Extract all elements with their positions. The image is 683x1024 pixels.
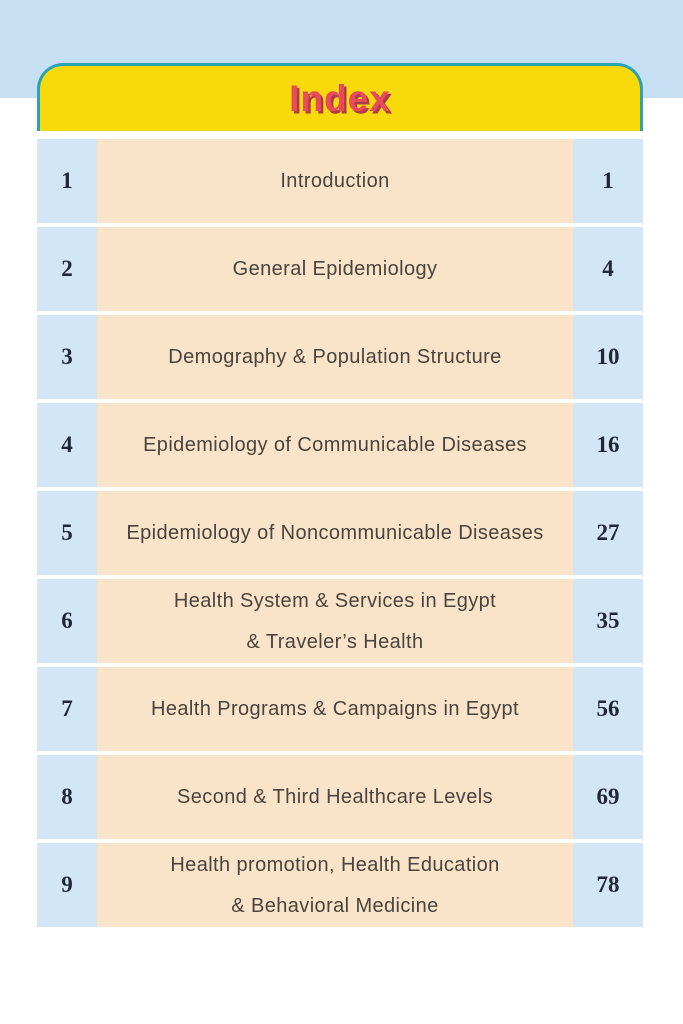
chapter-title-cell: Second & Third Healthcare Levels: [97, 755, 573, 839]
toc-row: 6 Health System & Services in Egypt & Tra…: [37, 579, 643, 663]
chapter-number-cell: 2: [37, 227, 97, 311]
chapter-number: 5: [61, 520, 73, 545]
chapter-title-cell: General Epidemiology: [97, 227, 573, 311]
chapter-title: Health Programs & Campaigns in Egypt: [151, 698, 519, 720]
chapter-number: 4: [61, 432, 73, 457]
toc-row: 8 Second & Third Healthcare Levels 69: [37, 755, 643, 839]
chapter-page-number: 16: [596, 432, 620, 457]
chapter-page-number: 35: [596, 608, 620, 633]
chapter-title: & Behavioral Medicine: [231, 894, 439, 917]
index-card: Index 1 Introduction 1 2 General Epidemi…: [37, 63, 643, 927]
chapter-page-number: 56: [596, 696, 620, 721]
chapter-title: Second & Third Healthcare Levels: [177, 786, 493, 808]
chapter-number: 1: [61, 168, 73, 193]
chapter-number-cell: 1: [37, 139, 97, 223]
toc-row: 9 Health promotion, Health Education & Be…: [37, 843, 643, 927]
chapter-number-cell: 3: [37, 315, 97, 399]
index-header: Index: [37, 63, 643, 131]
chapter-number-cell: 7: [37, 667, 97, 751]
chapter-page-cell: 78: [573, 843, 643, 927]
chapter-page-cell: 1: [573, 139, 643, 223]
chapter-title-cell: Health Programs & Campaigns in Egypt: [97, 667, 573, 751]
chapter-number: 7: [61, 696, 73, 721]
chapter-number: 9: [61, 872, 73, 897]
chapter-title: Health System & Services in Egypt: [173, 589, 497, 612]
chapter-number-cell: 5: [37, 491, 97, 575]
chapter-number: 3: [61, 344, 73, 369]
toc-row: 1 Introduction 1: [37, 139, 643, 223]
chapter-number-cell: 6: [37, 579, 97, 663]
chapter-title: Epidemiology of Communicable Diseases: [143, 434, 527, 456]
chapter-title: & Traveler’s Health: [246, 630, 424, 653]
chapter-number: 6: [61, 608, 73, 633]
chapter-page-cell: 27: [573, 491, 643, 575]
toc-row: 4 Epidemiology of Communicable Diseases …: [37, 403, 643, 487]
chapter-page-number: 4: [602, 256, 614, 281]
chapter-title-cell: Health promotion, Health Education & Beha…: [97, 843, 573, 927]
chapter-page-cell: 69: [573, 755, 643, 839]
chapter-number-cell: 9: [37, 843, 97, 927]
page-title: Index: [289, 77, 391, 119]
chapter-page-number: 78: [596, 872, 620, 897]
toc-row: 3 Demography & Population Structure 10: [37, 315, 643, 399]
chapter-page-cell: 56: [573, 667, 643, 751]
toc-row: 2 General Epidemiology 4: [37, 227, 643, 311]
chapter-title-cell: Epidemiology of Noncommunicable Diseases: [97, 491, 573, 575]
chapter-page-number: 10: [596, 344, 620, 369]
chapter-page-number: 69: [596, 784, 620, 809]
chapter-page-cell: 10: [573, 315, 643, 399]
chapter-page-cell: 35: [573, 579, 643, 663]
toc-row: 5 Epidemiology of Noncommunicable Diseas…: [37, 491, 643, 575]
chapter-page-number: 1: [602, 168, 614, 193]
chapter-title: Epidemiology of Noncommunicable Diseases: [126, 522, 544, 544]
chapter-number-cell: 4: [37, 403, 97, 487]
chapter-title-cell: Introduction: [97, 139, 573, 223]
toc-row: 7 Health Programs & Campaigns in Egypt 5…: [37, 667, 643, 751]
chapter-title-cell: Health System & Services in Egypt & Trave…: [97, 579, 573, 663]
chapter-title-cell: Demography & Population Structure: [97, 315, 573, 399]
chapter-page-cell: 16: [573, 403, 643, 487]
chapter-title: Health promotion, Health Education: [170, 853, 500, 876]
chapter-number: 8: [61, 784, 73, 809]
chapter-number-cell: 8: [37, 755, 97, 839]
toc-table: 1 Introduction 1 2 General Epidemiology …: [37, 139, 643, 927]
chapter-number: 2: [61, 256, 73, 281]
chapter-title: Introduction: [280, 170, 390, 192]
chapter-page-cell: 4: [573, 227, 643, 311]
chapter-title: General Epidemiology: [232, 258, 438, 280]
chapter-title: Demography & Population Structure: [168, 346, 502, 368]
chapter-title-cell: Epidemiology of Communicable Diseases: [97, 403, 573, 487]
chapter-page-number: 27: [596, 520, 620, 545]
